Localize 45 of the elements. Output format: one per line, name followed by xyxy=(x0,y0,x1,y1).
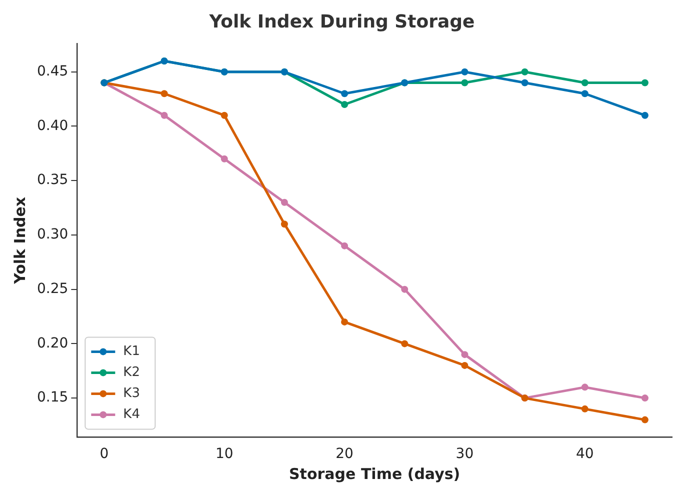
point xyxy=(401,340,408,348)
x-tick-label: 40 xyxy=(576,446,594,462)
point xyxy=(461,362,468,369)
y-tick-label: 0.20 xyxy=(37,335,68,352)
point xyxy=(581,384,588,391)
x-tick-label: 20 xyxy=(336,446,354,462)
legend-label: K2 xyxy=(123,365,140,380)
point xyxy=(641,79,648,86)
y-tick-label: 0.15 xyxy=(37,390,68,406)
y-tick-label: 0.45 xyxy=(37,64,68,80)
point xyxy=(280,220,288,228)
point xyxy=(581,405,588,412)
point xyxy=(220,155,228,162)
point xyxy=(341,90,348,98)
point xyxy=(220,112,228,119)
point xyxy=(160,90,168,98)
chart-title: Yolk Index During Storage xyxy=(208,11,475,32)
point xyxy=(341,100,348,108)
point xyxy=(461,351,468,358)
legend-label: K4 xyxy=(123,407,140,422)
point xyxy=(641,416,648,424)
point xyxy=(581,79,588,86)
point xyxy=(401,286,408,293)
point xyxy=(521,79,528,86)
point xyxy=(160,112,168,119)
y-tick-label: 0.25 xyxy=(37,280,68,297)
point xyxy=(341,242,348,250)
y-tick-label: 0.35 xyxy=(37,172,68,188)
y-tick-label: 0.40 xyxy=(37,118,68,134)
legend-label: K1 xyxy=(123,344,140,360)
legend-label: K3 xyxy=(123,386,140,402)
point xyxy=(581,90,588,98)
y-axis-title: Yolk Index xyxy=(10,196,29,285)
x-axis-title: Storage Time (days) xyxy=(289,464,460,483)
y-tick-label: 0.30 xyxy=(37,226,68,243)
x-tick-label: 30 xyxy=(456,446,474,462)
point xyxy=(641,394,648,402)
point xyxy=(521,68,528,76)
x-tick-label: 10 xyxy=(215,446,234,462)
point xyxy=(461,79,468,86)
point xyxy=(641,112,648,119)
point xyxy=(341,318,348,326)
x-tick-label: 0 xyxy=(100,446,109,462)
point xyxy=(280,198,288,206)
point xyxy=(461,68,468,76)
